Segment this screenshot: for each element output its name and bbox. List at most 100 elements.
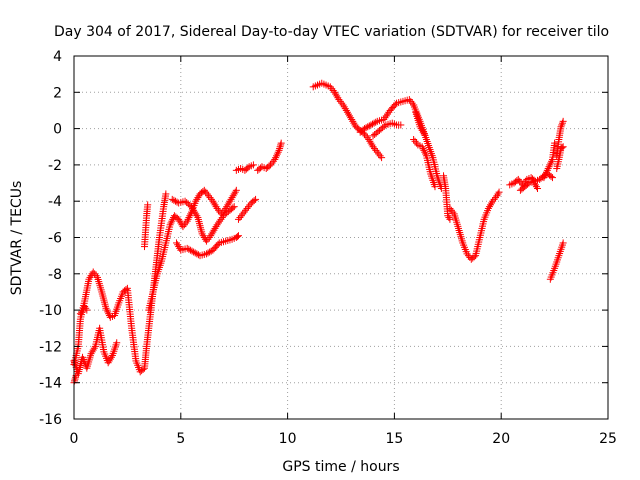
- data-point: [492, 194, 500, 202]
- data-point: [376, 152, 384, 160]
- data-point: [446, 204, 454, 212]
- data-point: [175, 243, 183, 251]
- data-point: [540, 174, 548, 182]
- data-point: [495, 188, 503, 196]
- data-point: [513, 177, 521, 185]
- data-point: [418, 126, 426, 134]
- data-point: [558, 144, 566, 152]
- data-point: [338, 99, 346, 107]
- grid: [74, 56, 608, 419]
- data-point: [334, 94, 342, 102]
- data-point: [336, 97, 344, 105]
- data-point: [407, 97, 415, 105]
- data-point: [186, 212, 194, 220]
- data-point: [558, 121, 566, 129]
- data-point: [206, 194, 214, 202]
- data-point: [240, 208, 248, 216]
- data-point: [194, 194, 202, 202]
- data-point: [542, 170, 550, 178]
- data-point: [340, 103, 348, 111]
- data-point: [113, 339, 121, 347]
- data-point: [545, 163, 553, 171]
- data-point: [488, 199, 496, 207]
- data-point: [212, 223, 220, 231]
- data-point: [170, 196, 178, 204]
- x-tick-label: 25: [599, 431, 617, 447]
- data-point: [191, 208, 199, 216]
- data-point: [367, 139, 375, 147]
- data-point: [234, 232, 242, 240]
- data-point: [252, 195, 260, 203]
- data-point: [185, 214, 193, 222]
- data-point: [190, 248, 198, 256]
- data-point: [420, 130, 428, 138]
- data-point: [466, 253, 474, 261]
- data-point: [484, 204, 492, 212]
- y-tick-label: 2: [53, 85, 62, 101]
- data-point: [431, 183, 439, 191]
- axis-ticks: 0 5 10 15 20 25 -16 -14 -12 -10 -8 -6 -4 -2 0 2 4: [39, 49, 617, 447]
- data-point: [349, 117, 357, 125]
- data-point: [265, 162, 273, 170]
- data-point: [188, 247, 196, 255]
- data-point: [82, 304, 90, 312]
- data-point: [139, 365, 147, 373]
- data-point: [529, 177, 537, 185]
- data-point: [267, 161, 275, 169]
- data-point: [88, 348, 96, 356]
- data-point: [86, 273, 94, 281]
- data-point: [348, 116, 356, 124]
- data-point: [77, 308, 85, 316]
- data-point: [209, 228, 217, 236]
- data-point: [230, 190, 238, 198]
- data-point: [87, 350, 95, 358]
- data-point: [559, 143, 567, 151]
- data-point: [493, 192, 501, 200]
- data-point: [168, 217, 176, 225]
- data-point: [339, 101, 347, 109]
- data-point: [365, 135, 373, 143]
- data-point: [217, 215, 225, 223]
- data-point: [216, 217, 224, 225]
- data-point: [362, 124, 370, 132]
- data-point: [342, 106, 350, 114]
- data-point: [546, 161, 554, 169]
- data-point: [534, 184, 542, 192]
- data-point: [369, 143, 377, 151]
- x-tick-label: 15: [385, 431, 403, 447]
- y-tick-label: 4: [53, 49, 62, 65]
- y-tick-label: -4: [48, 194, 62, 210]
- data-point: [274, 148, 282, 156]
- data-point: [89, 268, 97, 276]
- data-point: [411, 137, 419, 145]
- y-tick-label: -8: [48, 267, 62, 283]
- data-point: [246, 201, 254, 209]
- data-point: [542, 168, 550, 176]
- data-point: [421, 148, 429, 156]
- data-point: [333, 92, 341, 100]
- data-point: [162, 190, 170, 198]
- data-point: [419, 145, 427, 153]
- data-point: [229, 204, 237, 212]
- data-point: [524, 180, 532, 188]
- data-point: [192, 197, 200, 205]
- data-point: [360, 125, 368, 133]
- data-point: [210, 199, 218, 207]
- data-point: [271, 155, 279, 163]
- data-point: [275, 146, 283, 154]
- data-point: [420, 146, 428, 154]
- data-point: [213, 221, 221, 229]
- data-point: [380, 116, 388, 124]
- data-point: [277, 141, 285, 149]
- data-point: [244, 164, 252, 172]
- data-point: [202, 188, 210, 196]
- data-point: [192, 210, 200, 218]
- data-point: [174, 241, 182, 249]
- data-point: [331, 88, 339, 96]
- data-point: [447, 206, 455, 214]
- data-point: [445, 214, 453, 222]
- data-point: [419, 128, 427, 136]
- data-point: [211, 201, 219, 209]
- data-point: [224, 201, 232, 209]
